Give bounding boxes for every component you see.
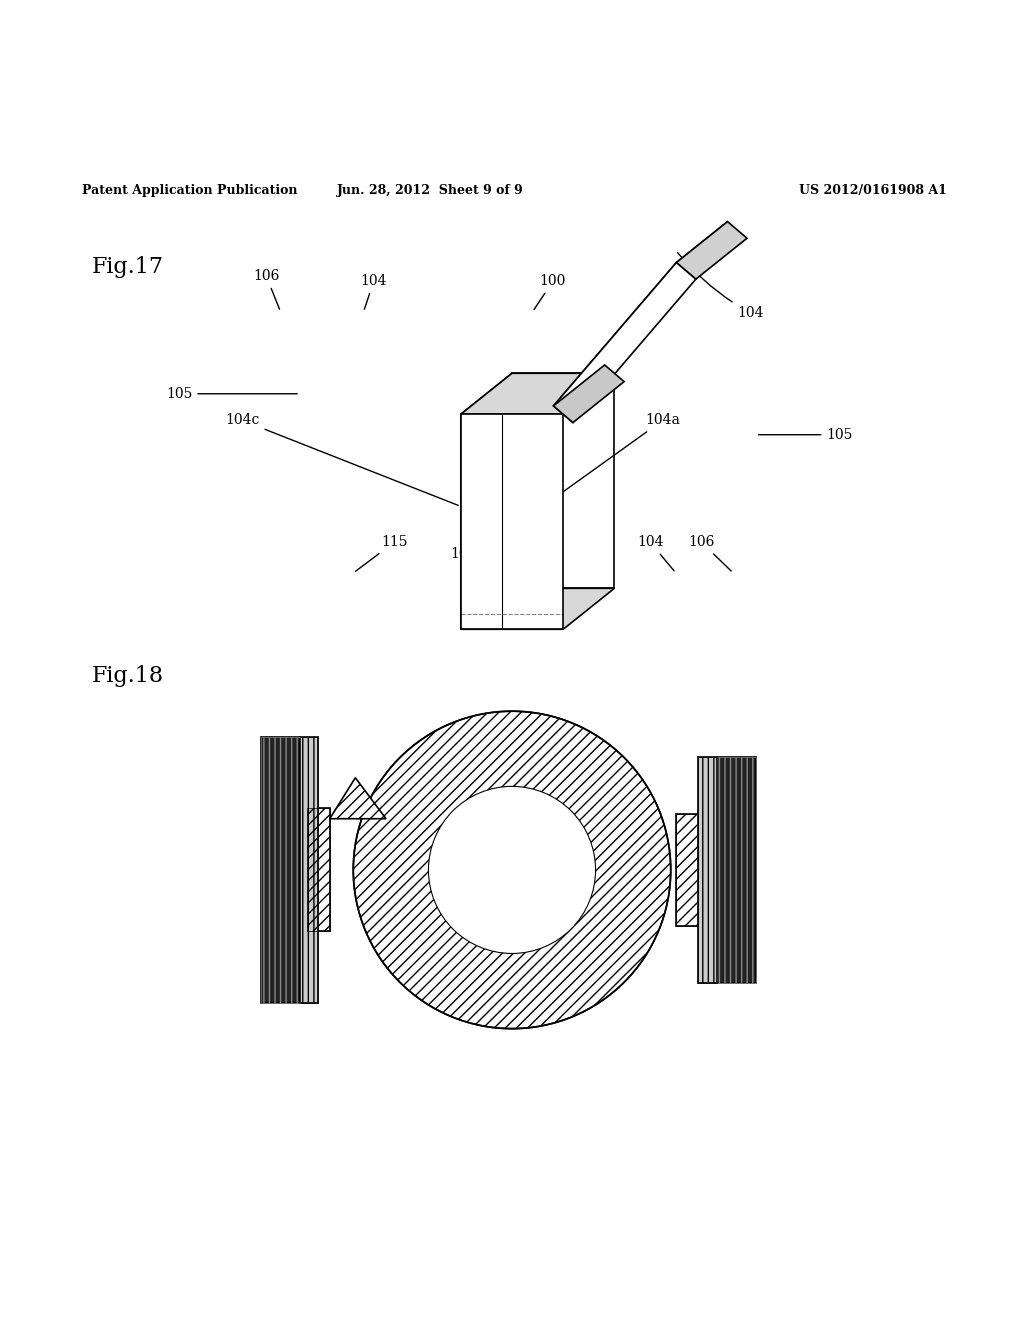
Bar bbox=[698, 758, 717, 982]
Circle shape bbox=[353, 711, 671, 1028]
Text: Fig.18: Fig.18 bbox=[92, 665, 164, 688]
Bar bbox=[307, 808, 330, 932]
Text: Patent Application Publication: Patent Application Publication bbox=[82, 183, 297, 197]
Bar bbox=[698, 758, 717, 982]
Text: 104: 104 bbox=[637, 535, 674, 570]
Polygon shape bbox=[461, 414, 563, 630]
Bar bbox=[676, 813, 698, 927]
Text: 102: 102 bbox=[474, 535, 501, 576]
Text: Fig.17: Fig.17 bbox=[92, 256, 164, 277]
Text: 104: 104 bbox=[360, 275, 387, 309]
Text: 106: 106 bbox=[253, 269, 280, 309]
Text: 104c: 104c bbox=[225, 413, 458, 506]
Polygon shape bbox=[554, 263, 695, 422]
Bar bbox=[261, 737, 300, 1003]
Bar bbox=[717, 758, 756, 982]
Text: 105: 105 bbox=[759, 428, 853, 442]
Text: Jun. 28, 2012  Sheet 9 of 9: Jun. 28, 2012 Sheet 9 of 9 bbox=[337, 183, 523, 197]
Bar bbox=[300, 737, 318, 1003]
Polygon shape bbox=[512, 374, 614, 589]
Polygon shape bbox=[461, 374, 512, 630]
Text: 104a: 104a bbox=[545, 413, 680, 504]
Polygon shape bbox=[677, 222, 746, 280]
Text: 115: 115 bbox=[355, 535, 408, 572]
Text: 104: 104 bbox=[678, 252, 764, 319]
Polygon shape bbox=[330, 777, 386, 818]
Polygon shape bbox=[461, 589, 614, 630]
Polygon shape bbox=[554, 364, 624, 422]
Text: 106: 106 bbox=[688, 535, 731, 572]
Text: US 2012/0161908 A1: US 2012/0161908 A1 bbox=[799, 183, 946, 197]
Text: 100: 100 bbox=[535, 275, 566, 309]
Polygon shape bbox=[554, 222, 728, 407]
Bar bbox=[300, 737, 318, 1003]
Bar bbox=[676, 813, 698, 927]
Bar bbox=[717, 758, 756, 982]
Text: 105: 105 bbox=[166, 387, 297, 401]
Bar bbox=[307, 808, 330, 932]
Circle shape bbox=[463, 821, 561, 919]
Circle shape bbox=[428, 787, 596, 953]
Polygon shape bbox=[461, 374, 614, 414]
Text: 104b: 104b bbox=[451, 546, 490, 627]
Bar bbox=[261, 737, 300, 1003]
